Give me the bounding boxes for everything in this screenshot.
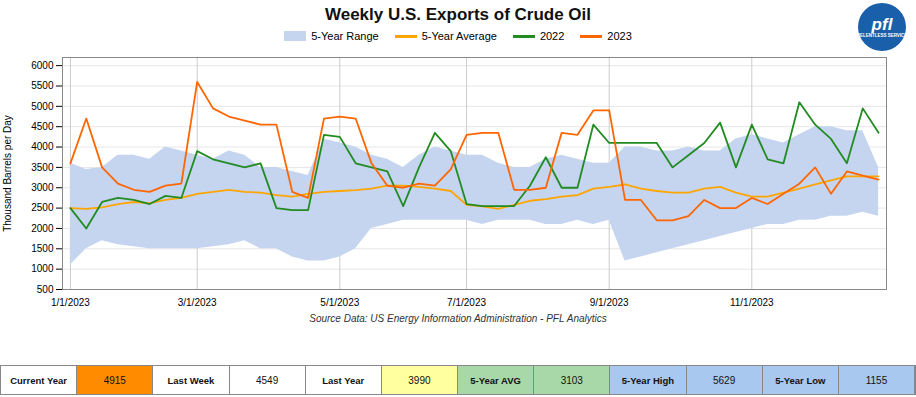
svg-text:4000: 4000 — [31, 141, 54, 152]
html-text:5-Year AVG: 5-Year AVG — [470, 374, 521, 386]
html-text:RELENTLESS SERVICE: RELENTLESS SERVICE — [856, 32, 908, 38]
svg-text:3/1/2023: 3/1/2023 — [178, 297, 217, 308]
svg-text:5/1/2023: 5/1/2023 — [320, 297, 359, 308]
svg-text:5000: 5000 — [31, 101, 54, 112]
html-text:5-Year High: 5-Year High — [621, 374, 675, 386]
html-text:4549: 4549 — [256, 374, 279, 386]
html-text:5-Year Average: 5-Year Average — [421, 30, 497, 42]
svg-text:1000: 1000 — [31, 263, 54, 274]
html-text:3990: 3990 — [408, 374, 431, 386]
html-text:Last Year: Last Year — [322, 374, 365, 386]
html-text:Current Year: Current Year — [10, 374, 67, 386]
svg-text:11/1/2023: 11/1/2023 — [730, 297, 774, 308]
svg-text:3500: 3500 — [31, 162, 54, 173]
svg-text:1500: 1500 — [31, 243, 54, 254]
html-text:5629: 5629 — [713, 374, 736, 386]
svg-text:6000: 6000 — [31, 60, 54, 71]
svg-text:500: 500 — [37, 284, 54, 295]
svg-text:3000: 3000 — [31, 182, 54, 193]
html-text:5-Year Low: 5-Year Low — [775, 374, 826, 386]
html-text:3103: 3103 — [560, 374, 583, 386]
html-text:Weekly U.S. Exports of Crude O: Weekly U.S. Exports of Crude Oil — [325, 5, 591, 24]
html-text:5-Year Range: 5-Year Range — [311, 30, 379, 42]
html-text:2022: 2022 — [539, 30, 565, 42]
svg-text:5500: 5500 — [31, 80, 54, 91]
html-text:4915: 4915 — [103, 374, 126, 386]
svg-text:9/1/2023: 9/1/2023 — [590, 297, 629, 308]
html-text:1155: 1155 — [865, 374, 888, 386]
html-text:Source Data: US Energy Informa: Source Data: US Energy Information Admin… — [309, 313, 607, 324]
svg-text:1/1/2023: 1/1/2023 — [51, 297, 90, 308]
svg-text:2500: 2500 — [31, 202, 54, 213]
svg-text:2000: 2000 — [31, 223, 54, 234]
svg-text:Thousand Barrels per Day: Thousand Barrels per Day — [2, 115, 13, 232]
html-text:2023: 2023 — [607, 30, 632, 42]
svg-text:7/1/2023: 7/1/2023 — [447, 297, 486, 308]
svg-text:4500: 4500 — [31, 121, 54, 132]
html-text:pfl: pfl — [871, 14, 893, 34]
html-text:Last Week: Last Week — [167, 374, 215, 386]
